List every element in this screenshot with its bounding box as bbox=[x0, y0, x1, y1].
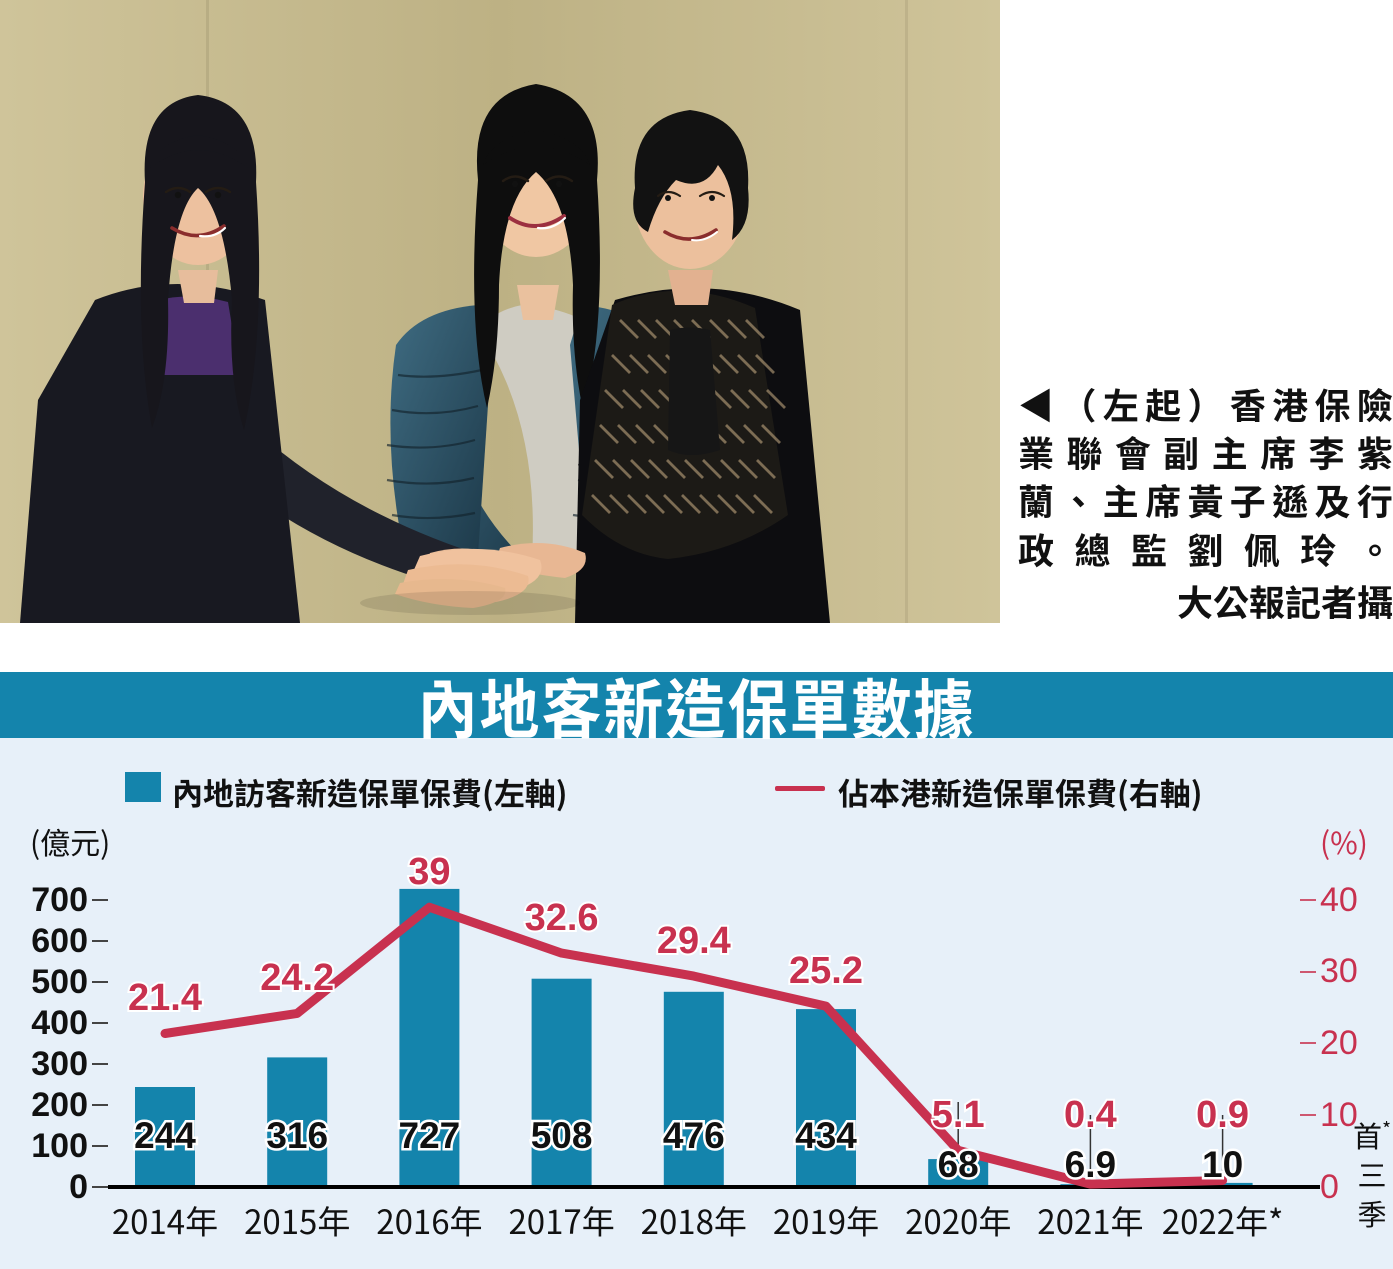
svg-text:400: 400 bbox=[31, 1004, 88, 1042]
svg-text:244: 244 bbox=[134, 1115, 196, 1156]
svg-text:2021年: 2021年 bbox=[1037, 1196, 1143, 1244]
svg-text:316: 316 bbox=[266, 1115, 328, 1156]
svg-text:(億元): (億元) bbox=[30, 819, 110, 863]
svg-text:首*: 首* bbox=[1353, 1114, 1391, 1156]
svg-text:25.2: 25.2 bbox=[789, 950, 863, 992]
svg-text:434: 434 bbox=[795, 1115, 857, 1156]
svg-text:10: 10 bbox=[1202, 1144, 1243, 1185]
svg-text:200: 200 bbox=[31, 1086, 88, 1124]
svg-text:600: 600 bbox=[31, 922, 88, 960]
svg-text:508: 508 bbox=[531, 1115, 593, 1156]
svg-text:500: 500 bbox=[31, 963, 88, 1001]
svg-text:700: 700 bbox=[31, 881, 88, 919]
svg-text:40: 40 bbox=[1320, 881, 1358, 919]
svg-text:476: 476 bbox=[663, 1115, 725, 1156]
svg-text:32.6: 32.6 bbox=[525, 897, 599, 939]
svg-text:2022年*: 2022年* bbox=[1162, 1196, 1284, 1244]
svg-text:24.2: 24.2 bbox=[260, 957, 334, 999]
svg-text:20: 20 bbox=[1320, 1024, 1358, 1062]
svg-text:2019年: 2019年 bbox=[773, 1196, 879, 1244]
svg-text:0: 0 bbox=[69, 1168, 88, 1206]
svg-text:三: 三 bbox=[1357, 1153, 1386, 1195]
svg-text:0.4: 0.4 bbox=[1064, 1094, 1117, 1136]
svg-text:68: 68 bbox=[938, 1144, 979, 1185]
svg-text:2018年: 2018年 bbox=[641, 1196, 747, 1244]
svg-text:2016年: 2016年 bbox=[376, 1196, 482, 1244]
svg-text:727: 727 bbox=[399, 1115, 461, 1156]
svg-text:0: 0 bbox=[1320, 1168, 1339, 1206]
svg-text:100: 100 bbox=[31, 1127, 88, 1165]
svg-text:29.4: 29.4 bbox=[657, 920, 731, 962]
svg-text:0.9: 0.9 bbox=[1196, 1094, 1249, 1136]
svg-text:2014年: 2014年 bbox=[112, 1196, 218, 1244]
svg-text:39: 39 bbox=[408, 851, 450, 893]
svg-text:季: 季 bbox=[1357, 1192, 1386, 1234]
svg-text:2015年: 2015年 bbox=[244, 1196, 350, 1244]
svg-text:21.4: 21.4 bbox=[128, 977, 202, 1019]
svg-text:2020年: 2020年 bbox=[905, 1196, 1011, 1244]
svg-text:300: 300 bbox=[31, 1045, 88, 1083]
svg-text:5.1: 5.1 bbox=[932, 1094, 985, 1136]
svg-text:2017年: 2017年 bbox=[508, 1196, 614, 1244]
svg-text:6.9: 6.9 bbox=[1065, 1144, 1116, 1185]
svg-text:(%): (%) bbox=[1320, 819, 1368, 863]
svg-text:30: 30 bbox=[1320, 952, 1358, 990]
